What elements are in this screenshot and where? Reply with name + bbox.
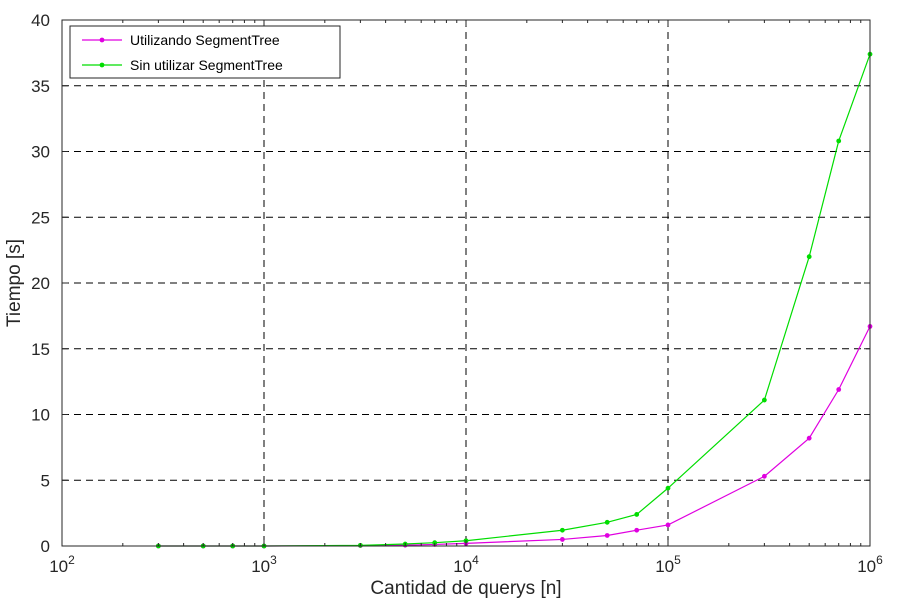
x-tick-label: 105 (655, 553, 681, 576)
data-point (432, 540, 438, 546)
data-point (665, 522, 671, 528)
x-tick-label: 106 (857, 553, 883, 576)
legend-box (69, 25, 341, 79)
data-point (806, 254, 812, 260)
legend-label: Sin utilizar SegmentTree (130, 57, 283, 73)
data-point (761, 473, 767, 479)
data-point (836, 387, 842, 392)
data-point (559, 527, 565, 533)
data-point (559, 537, 565, 542)
data-point (604, 519, 610, 525)
y-tick-label: 15 (31, 340, 50, 359)
data-point (806, 435, 812, 441)
legend: Utilizando SegmentTree Sin utilizar Segme… (69, 25, 341, 79)
ticks: 102 103 104 105 106 0 5 10 15 20 25 30 35 40 (31, 11, 883, 576)
x-tick-label: 104 (453, 553, 479, 576)
x-tick-label: 103 (251, 553, 277, 576)
data-point (836, 138, 842, 144)
y-tick-label: 35 (31, 77, 50, 96)
y-tick-label: 40 (31, 11, 50, 30)
y-tick-label: 5 (41, 471, 50, 490)
grid (62, 20, 870, 546)
data-point (634, 527, 640, 533)
y-tick-label: 10 (31, 406, 50, 425)
x-axis-label: Cantidad de querys [n] (370, 578, 561, 599)
y-tick-label: 25 (31, 208, 50, 227)
data-point (665, 485, 671, 491)
legend-label: Utilizando SegmentTree (130, 32, 280, 48)
y-axis-label: Tiempo [s] (4, 239, 25, 327)
y-tick-label: 20 (31, 274, 50, 293)
legend-swatch-marker (99, 62, 105, 68)
data-point (604, 533, 610, 538)
y-tick-label: 0 (41, 537, 50, 556)
data-point (634, 512, 640, 517)
x-tick-label: 102 (49, 553, 75, 576)
legend-swatch-marker (99, 37, 105, 43)
data-point (761, 397, 767, 403)
y-tick-label: 30 (31, 143, 50, 162)
